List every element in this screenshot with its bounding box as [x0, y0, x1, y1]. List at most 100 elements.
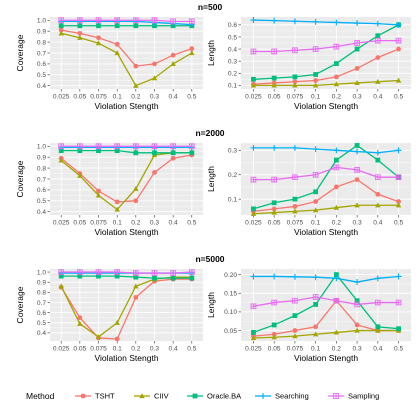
chart-panel-3: 0.4 0.5 0.6 0.7 0.8 0.9 1.0 0.025 0.05 0.075 0.1 0.…: [15, 143, 203, 237]
data-point-oracle-ba: [251, 76, 256, 82]
data-point-ciiv: [250, 335, 257, 341]
x-tick-label: 0.3: [353, 220, 362, 227]
x-tick-label: 0.05: [73, 346, 86, 353]
x-tick-label: 0.1: [311, 94, 320, 101]
data-point-sampling: [292, 47, 298, 54]
data-point-oracle-ba: [354, 298, 360, 304]
x-tick-label: 0.05: [73, 94, 86, 101]
series-line-oracle-ba: [253, 24, 399, 80]
data-point-searching: [250, 273, 257, 280]
data-point-tsht: [313, 199, 319, 204]
data-point-sampling: [95, 17, 102, 24]
data-point-searching: [271, 273, 278, 280]
data-point-ciiv: [77, 34, 83, 40]
y-tick-label: 0.4: [37, 330, 46, 337]
data-point-ciiv: [333, 81, 340, 87]
legend-title: Method: [26, 391, 55, 401]
x-axis-label: Violation Stength: [94, 101, 158, 111]
x-tick-label: 0.4: [373, 220, 382, 227]
x-tick-label: 0.2: [332, 220, 341, 227]
series-line-tsht: [60, 278, 192, 340]
data-point-searching: [271, 17, 278, 24]
data-point-oracle-ba: [292, 196, 298, 202]
x-tick-label: 0.2: [131, 94, 140, 101]
x-tick-label: 0.075: [287, 220, 304, 227]
data-point-ciiv: [189, 50, 195, 56]
data-point-oracle-ba: [375, 324, 381, 330]
data-point-oracle-ba: [58, 148, 64, 154]
data-point-oracle-ba: [58, 23, 64, 29]
data-point-tsht: [375, 191, 381, 197]
series-line-ciiv: [61, 32, 193, 87]
data-point-sampling: [312, 171, 319, 178]
panel-background: [241, 269, 411, 341]
data-point-sampling: [312, 46, 319, 52]
data-point-oracle-ba: [152, 275, 157, 281]
data-point-sampling: [250, 303, 257, 310]
y-tick-label: 0.9: [37, 154, 46, 161]
data-point-tsht: [114, 336, 120, 342]
data-point-ciiv: [271, 334, 277, 340]
y-axis-label: Coverage: [15, 286, 25, 323]
series-line-searching: [253, 147, 399, 154]
x-tick-label: 0.5: [394, 346, 403, 353]
data-point-sampling: [188, 18, 195, 25]
y-tick-label: 0.2: [228, 71, 237, 78]
data-point-oracle-ba: [133, 150, 139, 156]
legend-key-marker: [192, 393, 198, 399]
data-point-sampling: [354, 166, 360, 173]
data-point-sampling: [58, 269, 65, 275]
data-point-searching: [271, 144, 278, 151]
y-tick-label: 0.7: [37, 300, 46, 307]
y-tick-label: 0.9: [37, 279, 46, 286]
data-point-searching: [374, 275, 381, 282]
y-axis-label: Length: [206, 40, 216, 66]
data-point-sampling: [114, 269, 121, 275]
series-line-searching: [253, 19, 399, 26]
data-point-oracle-ba: [114, 273, 120, 279]
series-line-searching: [253, 275, 399, 283]
data-point-ciiv: [77, 320, 83, 326]
data-point-ciiv: [375, 202, 381, 208]
data-point-sampling: [292, 174, 298, 181]
series-line-sampling: [253, 39, 399, 53]
legend-item-searching: Searching: [255, 392, 309, 401]
data-point-oracle-ba: [114, 23, 120, 29]
x-tick-label: 0.3: [150, 94, 159, 101]
data-point-tsht: [133, 198, 139, 204]
data-point-searching: [312, 274, 319, 281]
data-point-tsht: [58, 27, 64, 33]
x-tick-label: 0.3: [353, 94, 362, 101]
y-axis-label: Coverage: [15, 160, 25, 197]
data-point-ciiv: [375, 78, 381, 84]
data-point-tsht: [354, 322, 360, 328]
data-point-tsht: [313, 78, 319, 83]
y-tick-label: 0.4: [228, 46, 237, 53]
data-point-sampling: [395, 37, 402, 44]
data-point-ciiv: [292, 82, 298, 88]
y-tick-label: 0.2: [228, 172, 237, 179]
data-point-searching: [395, 21, 402, 28]
data-point-oracle-ba: [114, 148, 120, 154]
series-line-sampling: [61, 19, 192, 23]
data-point-sampling: [312, 294, 319, 300]
series-line-oracle-ba: [61, 275, 192, 279]
data-point-tsht: [133, 294, 139, 300]
x-axis-label: Violation Stength: [94, 353, 158, 363]
chart-panel-1: 0.4 0.5 0.6 0.7 0.8 0.9 1.0 0.025 0.05 0.075 0.1 0.…: [15, 17, 203, 111]
data-point-sampling: [77, 269, 83, 275]
data-point-oracle-ba: [77, 273, 83, 279]
x-tick-label: 0.5: [187, 94, 196, 101]
data-point-ciiv: [95, 334, 102, 340]
y-tick-label: 0.8: [37, 165, 46, 172]
data-point-sampling: [333, 164, 340, 171]
data-point-oracle-ba: [170, 150, 176, 156]
data-point-tsht: [292, 204, 298, 209]
data-point-sampling: [333, 297, 340, 304]
data-point-oracle-ba: [96, 273, 101, 279]
data-point-ciiv: [333, 329, 340, 335]
y-tick-label: 0.5: [37, 72, 46, 79]
legend-label: TSHT: [95, 392, 115, 401]
x-tick-label: 0.05: [268, 346, 281, 353]
data-point-oracle-ba: [396, 326, 401, 332]
